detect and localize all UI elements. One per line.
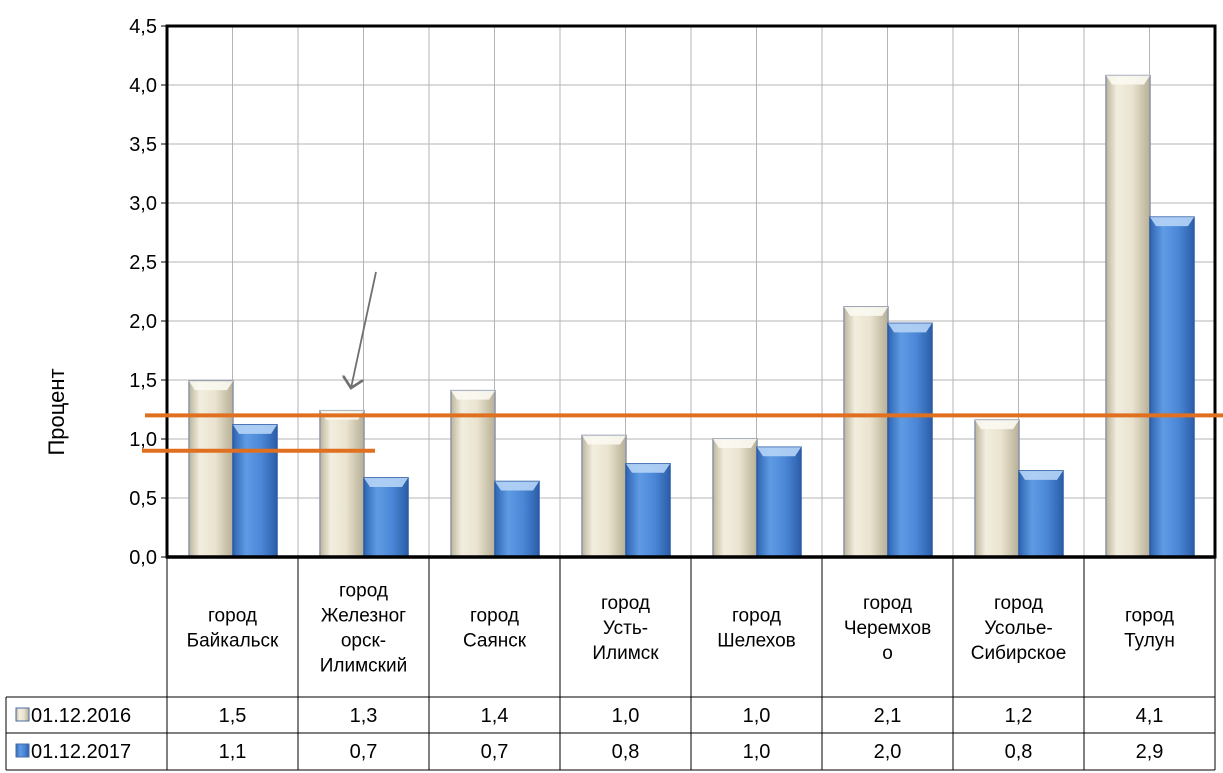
bar (363, 477, 409, 558)
data-label: 1,0 (743, 705, 771, 727)
category-label: город (470, 606, 519, 627)
bars (188, 74, 1195, 558)
y-tick-label: 1,0 (129, 429, 157, 451)
category-label: город (863, 593, 912, 614)
bar-bevel (495, 481, 539, 491)
data-label: 0,8 (1005, 741, 1033, 763)
category-label: Илимск (592, 643, 659, 664)
category-label: город (339, 581, 388, 602)
bar (1018, 470, 1064, 558)
bar (712, 438, 758, 558)
data-label: 1,0 (743, 741, 771, 763)
y-tick-label: 2,0 (129, 311, 157, 333)
bar (494, 480, 540, 558)
bar-bevel (844, 306, 888, 316)
y-tick-label: 0,5 (129, 488, 157, 510)
category-label: Шелехов (717, 631, 796, 652)
bar-bevel (713, 439, 757, 448)
bar (843, 306, 889, 558)
annotations (142, 271, 1223, 453)
legend-key (15, 743, 30, 758)
bar-bevel (888, 323, 932, 333)
category-label: Усть- (603, 618, 648, 639)
category-label: Саянск (463, 631, 527, 652)
bar (450, 389, 496, 558)
category-label: город (601, 593, 650, 614)
category-label: Усолье- (984, 618, 1053, 639)
data-label: 2,1 (874, 705, 902, 727)
data-table: город Байкальск город Железног орск- Илимский… (5, 557, 1216, 771)
data-label: 0,7 (350, 741, 378, 763)
category-label: Черемхов (844, 618, 931, 639)
bar-bevel (189, 381, 233, 391)
data-label: 0,7 (481, 741, 509, 763)
bar-bevel (1150, 217, 1194, 227)
bar (887, 322, 933, 558)
bar (756, 446, 802, 558)
bar-bevel (451, 390, 495, 400)
bar-bevel (233, 424, 277, 434)
data-label: 1,2 (1005, 705, 1033, 727)
bar (581, 434, 627, 558)
y-tick-label: 2,5 (129, 252, 157, 274)
category-label: город (208, 606, 257, 627)
data-label: 1,4 (481, 705, 509, 727)
category-label: Сибирское (971, 643, 1067, 664)
category-label: город (732, 606, 781, 627)
y-tick-label: 3,0 (129, 193, 157, 215)
y-axis-label: Процент (44, 368, 69, 455)
bar (1149, 216, 1195, 558)
legend-label: 01.12.2017 (31, 741, 131, 763)
data-label: 4,1 (1136, 705, 1164, 727)
category-label: Байкальск (187, 631, 279, 652)
bar (188, 380, 234, 558)
legend-label: 01.12.2016 (31, 705, 131, 727)
bar (1105, 74, 1151, 558)
category-label: орск- (341, 631, 386, 652)
bar-bevel (1106, 75, 1150, 85)
bar (319, 409, 365, 558)
legend-key (15, 707, 30, 722)
y-tick-label: 1,5 (129, 370, 157, 392)
bar-bevel (757, 447, 801, 457)
bar-bevel (364, 477, 408, 487)
y-axis-ticks: 0,0 0,5 1,0 1,5 2,0 2,5 3,0 3,5 4,0 4,5 (129, 16, 167, 569)
arrow (351, 271, 377, 388)
bar-bevel (626, 463, 670, 473)
y-tick-label: 4,0 (129, 75, 157, 97)
bar-bevel (582, 435, 626, 445)
category-label: город (994, 593, 1043, 614)
bar-bevel (975, 420, 1019, 430)
data-label: 2,0 (874, 741, 902, 763)
bar (232, 424, 278, 558)
data-label: 1,5 (219, 705, 247, 727)
y-tick-label: 0,0 (129, 547, 157, 569)
data-label: 1,3 (350, 705, 378, 727)
category-label: Тулун (1124, 631, 1175, 652)
bar (625, 463, 671, 558)
category-label: Железног (321, 606, 406, 627)
y-tick-label: 3,5 (129, 134, 157, 156)
data-label: 1,1 (219, 741, 247, 763)
category-label: Илимский (320, 656, 407, 677)
data-label: 2,9 (1136, 741, 1164, 763)
bar (974, 419, 1020, 558)
data-label: 1,0 (612, 705, 640, 727)
y-tick-label: 4,5 (129, 16, 157, 38)
category-label: о (882, 643, 893, 664)
data-label: 0,8 (612, 741, 640, 763)
category-label: город (1125, 606, 1174, 627)
bar-bevel (1019, 470, 1063, 480)
